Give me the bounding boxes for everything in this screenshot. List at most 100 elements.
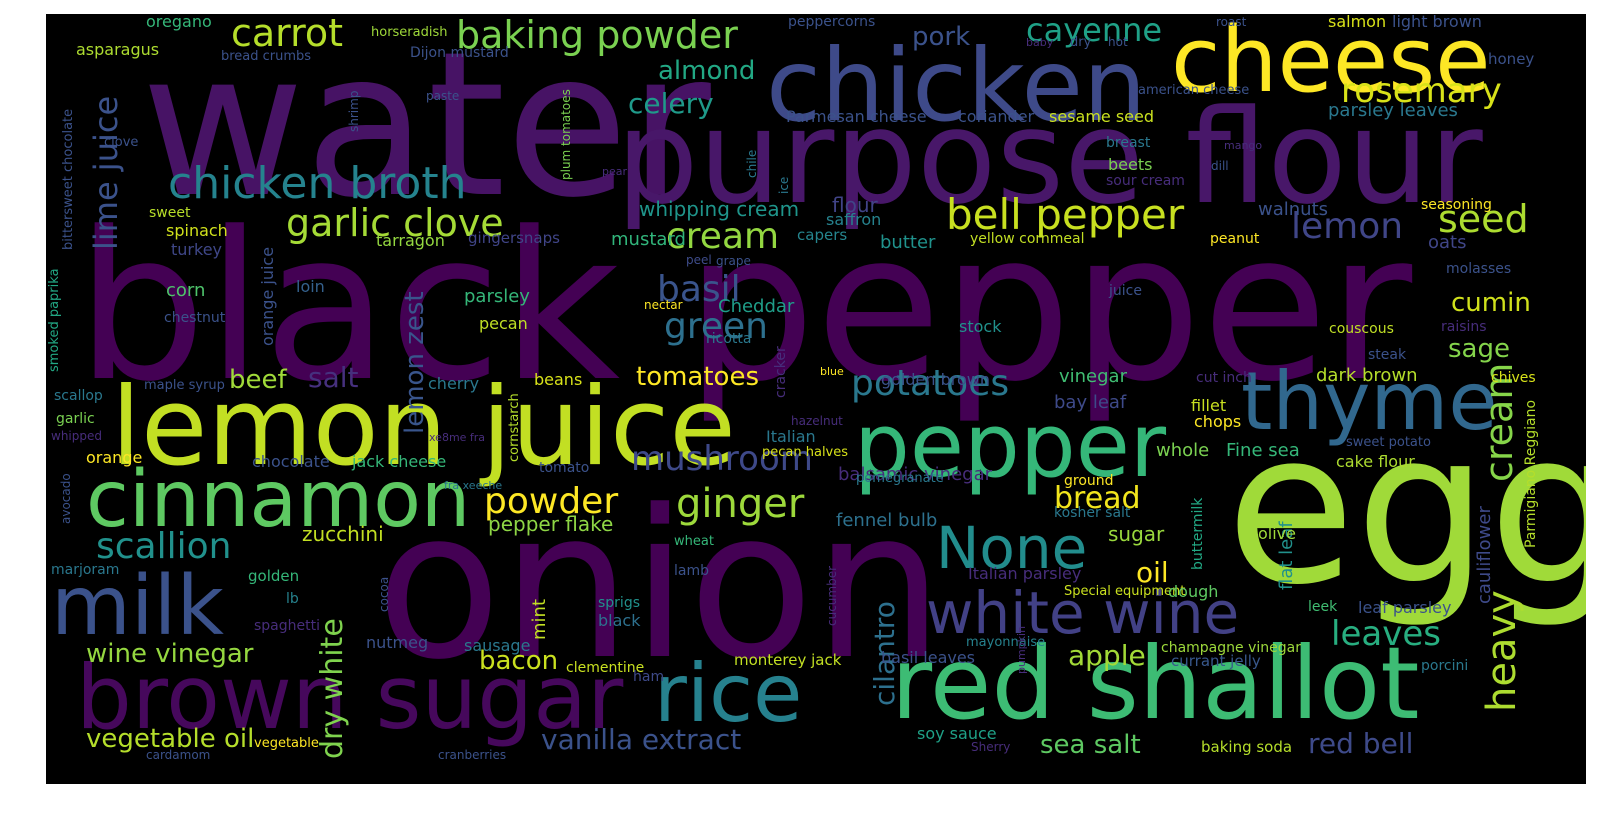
word: cracker: [773, 346, 789, 398]
word: cheese: [1171, 14, 1491, 113]
word: whipped: [51, 429, 102, 443]
word: sugar: [1108, 522, 1165, 546]
word: pecan: [479, 314, 528, 333]
word: milk: [51, 559, 224, 654]
word: dry white: [315, 618, 350, 759]
word: potatoes: [851, 363, 1010, 404]
word: hazelnut: [791, 414, 843, 428]
word: black pepper: [76, 189, 1413, 427]
word: cranberries: [438, 748, 507, 762]
word: pecan halves: [762, 445, 849, 460]
word: Parmesan cheese: [786, 107, 927, 126]
word: leaves: [1331, 614, 1441, 654]
word: cumin: [1451, 288, 1531, 318]
word: chocolate: [252, 452, 330, 471]
word: spinach: [166, 221, 228, 240]
word: nutmeg: [366, 633, 429, 652]
word: jack cheese: [352, 452, 447, 471]
word: oats: [1428, 232, 1467, 253]
word: mushroom: [631, 439, 813, 479]
word: basil leaves: [881, 648, 976, 667]
word: olive: [1258, 524, 1296, 543]
word: chops: [1194, 412, 1242, 431]
word: chestnut: [164, 310, 226, 326]
word: sour cream: [1106, 173, 1185, 189]
word: wine vinegar: [86, 639, 254, 669]
word: stock: [959, 317, 1002, 336]
word: parsley leaves: [1328, 100, 1458, 121]
word: couscous: [1329, 321, 1394, 337]
word: chicken: [766, 27, 1147, 144]
word: vanilla extract: [541, 723, 742, 756]
word: mango: [1224, 139, 1263, 152]
word: fillet: [1191, 396, 1227, 415]
word: bay leaf: [1054, 392, 1127, 413]
word: hot: [1108, 35, 1128, 49]
word: carrot: [231, 14, 344, 55]
word: butter: [880, 232, 936, 253]
word: clove: [104, 135, 139, 150]
word: molasses: [1446, 261, 1512, 277]
word: vinegar: [1059, 366, 1127, 387]
word: champagne vinegar: [1161, 640, 1301, 656]
word: golden: [248, 567, 300, 585]
word: spaghetti: [254, 618, 321, 634]
word: salmon: [1328, 14, 1387, 31]
word: corn: [166, 280, 206, 301]
word: blue: [820, 365, 844, 378]
word: mint: [529, 598, 550, 640]
word: onion: [376, 467, 944, 705]
word: salt: [308, 361, 359, 394]
word: orange: [86, 448, 143, 467]
word: cut inch: [1196, 370, 1252, 386]
word: cauliflower: [1474, 506, 1495, 604]
word: whipping cream: [639, 197, 800, 221]
word: beets: [1108, 155, 1153, 174]
word: cocoa: [377, 576, 391, 612]
word: sausage: [464, 636, 531, 655]
word: ginger: [676, 481, 805, 527]
word: honey: [1488, 50, 1535, 68]
word: dough: [1168, 582, 1219, 601]
word: scallop: [54, 388, 103, 404]
word: peanut: [1210, 231, 1260, 247]
word: Parmigiano Reggiano: [1523, 399, 1539, 548]
word: cardamom: [146, 748, 211, 762]
word: bread: [1054, 481, 1141, 516]
word: oregano: [146, 14, 212, 31]
word: cayenne: [1026, 14, 1163, 49]
word: basil: [657, 269, 741, 310]
word: apple: [1068, 639, 1146, 672]
word: yellow cornmeal: [970, 231, 1085, 247]
word: pumpkin: [1015, 625, 1028, 674]
word: zucchini: [302, 522, 384, 546]
word: red shallot: [891, 625, 1420, 742]
word: ricotta: [706, 331, 752, 347]
word: cornstarch: [507, 393, 522, 462]
word: pomegranate: [856, 471, 944, 486]
word: raisins: [1441, 319, 1487, 335]
word: dark brown: [1316, 365, 1418, 386]
word: marjoram: [51, 562, 120, 578]
word: grape: [716, 254, 751, 268]
word: powder: [484, 481, 619, 522]
word: pear: [602, 165, 628, 178]
word: sage: [1448, 334, 1510, 364]
word: flour: [832, 193, 878, 217]
word: tomatoes: [636, 362, 760, 392]
word: light brown: [1392, 14, 1482, 31]
word: baby: [1026, 36, 1054, 49]
word: cream: [666, 216, 780, 257]
word: oil: [1136, 556, 1169, 589]
word: maple syrup: [144, 378, 225, 393]
word: cake flour: [1336, 452, 1415, 471]
word: peppercorns: [788, 14, 876, 30]
word: garlic clove: [286, 201, 504, 245]
word: sesame seed: [1049, 107, 1155, 126]
word: steak: [1368, 347, 1407, 363]
word: shrimp: [347, 90, 361, 132]
word: chile: [745, 149, 759, 178]
word: cucumber: [825, 565, 839, 626]
word: beef: [229, 365, 287, 395]
word: horseradish: [371, 25, 448, 40]
